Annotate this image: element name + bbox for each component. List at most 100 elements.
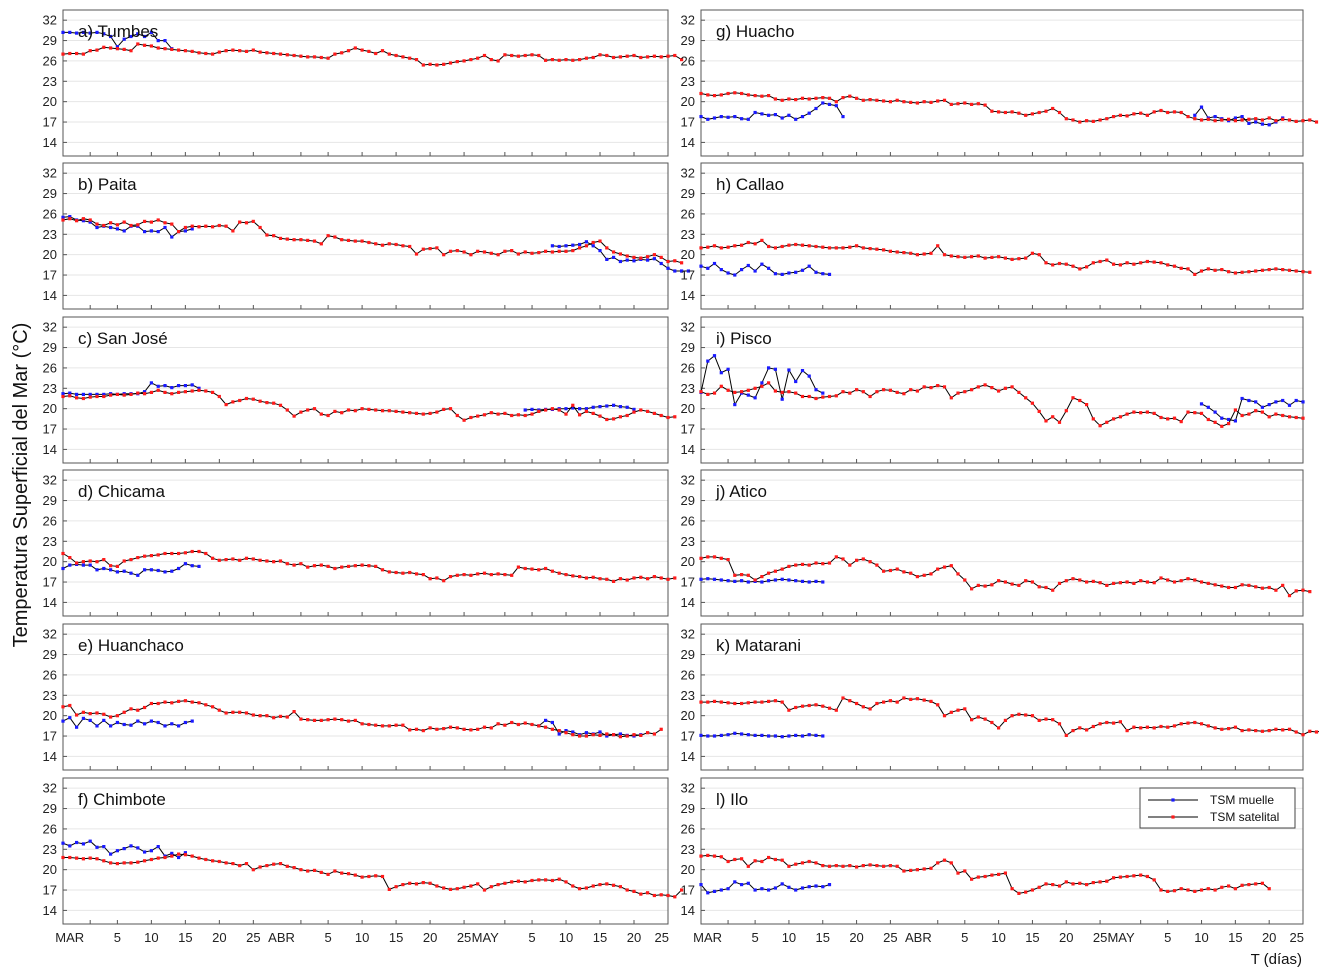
ytick-b-3: 23 (43, 227, 57, 242)
legend-label-1: TSM satelital (1210, 810, 1279, 824)
data-point-e-2-13 (149, 701, 153, 706)
data-point-e-1-5 (571, 730, 575, 734)
data-point-e-0-6 (102, 718, 106, 722)
data-point-k-1-21 (841, 696, 845, 700)
ytick-e-1: 29 (43, 647, 57, 662)
panel-title-l: l) Ilo (716, 790, 748, 809)
data-point-g-2-13 (787, 97, 791, 101)
data-point-g-2-29 (895, 98, 899, 102)
data-point-d-1-20 (197, 549, 201, 554)
data-point-a-1-76 (578, 58, 582, 62)
data-point-e-2-38 (319, 718, 323, 722)
data-point-l-1-57 (1085, 883, 1089, 887)
data-point-c-2-89 (666, 415, 670, 420)
data-point-b-2-32 (278, 236, 283, 240)
data-point-c-2-8 (115, 392, 119, 396)
data-point-h-1-44 (997, 255, 1001, 259)
data-point-g-2-11 (773, 97, 777, 101)
data-point-h-1-90 (1308, 270, 1312, 274)
data-point-c-1-15 (625, 405, 629, 409)
data-point-i-1-6 (1240, 396, 1244, 401)
data-point-e-0-0 (61, 719, 65, 723)
data-point-e-2-5 (95, 711, 99, 715)
data-point-k-1-28 (888, 699, 892, 703)
data-point-c-2-88 (659, 413, 663, 418)
data-point-g-1-8 (1247, 121, 1251, 125)
data-point-c-0-3 (81, 392, 85, 396)
data-point-a-1-42 (346, 49, 351, 53)
data-point-a-0-3 (81, 30, 85, 34)
data-point-l-1-74 (1199, 888, 1204, 892)
data-point-f-1-45 (367, 874, 371, 879)
data-point-a-1-9 (122, 47, 126, 51)
data-point-k-1-62 (1118, 720, 1122, 724)
ytick-l-4: 20 (681, 862, 695, 877)
data-point-i-0-12 (780, 397, 784, 401)
data-point-k-1-80 (1240, 729, 1244, 733)
ytick-g-2: 26 (681, 53, 695, 68)
data-point-f-0-11 (136, 846, 140, 850)
data-point-g-2-39 (963, 101, 967, 105)
data-point-d-1-37 (312, 564, 317, 568)
data-point-g-2-22 (848, 94, 852, 98)
ytick-d-1: 29 (43, 493, 57, 508)
xtick-f-13: 5 (528, 930, 535, 945)
data-point-j-1-9 (760, 575, 764, 579)
data-point-i-2-4 (726, 388, 730, 392)
data-point-f-1-18 (183, 853, 187, 857)
data-point-j-1-64 (1132, 581, 1136, 585)
data-point-k-1-38 (956, 708, 960, 712)
data-point-b-0-8 (115, 227, 119, 231)
data-point-c-1-14 (618, 405, 622, 409)
data-point-i-2-77 (1220, 424, 1224, 428)
data-point-e-2-54 (428, 726, 432, 730)
data-point-g-2-6 (740, 91, 744, 96)
data-point-h-1-74 (1199, 269, 1204, 273)
data-point-b-2-16 (170, 222, 174, 226)
panel-title-h: h) Callao (716, 175, 784, 194)
data-point-j-1-55 (1071, 577, 1075, 581)
data-point-a-1-5 (95, 48, 99, 52)
data-point-g-2-63 (1125, 114, 1129, 118)
data-point-b-2-13 (149, 220, 153, 224)
data-point-b-1-2 (564, 244, 568, 248)
data-point-h-0-3 (719, 268, 723, 272)
data-point-e-2-29 (258, 714, 262, 718)
data-point-c-2-64 (496, 412, 500, 416)
data-point-i-2-61 (1112, 417, 1116, 421)
data-point-f-1-60 (469, 884, 473, 888)
data-point-d-1-83 (625, 578, 629, 582)
data-point-k-1-91 (1314, 730, 1319, 734)
xtick-l-10: 20 (1059, 930, 1073, 945)
data-point-d-0-14 (156, 568, 160, 573)
data-point-e-2-72 (550, 727, 554, 731)
data-point-a-1-64 (496, 59, 500, 63)
data-point-d-1-40 (333, 566, 337, 571)
data-point-g-2-19 (827, 96, 832, 100)
data-point-b-2-44 (360, 239, 364, 243)
data-point-g-0-20 (834, 104, 838, 108)
data-point-g-2-59 (1098, 118, 1102, 122)
data-point-l-0-15 (800, 886, 805, 890)
data-point-c-0-19 (190, 383, 194, 387)
data-point-e-2-61 (476, 727, 480, 731)
panel-title-c: c) San José (78, 329, 168, 348)
data-point-e-2-1 (68, 703, 72, 708)
data-point-h-1-24 (861, 246, 865, 250)
data-point-b-2-75 (571, 249, 575, 253)
data-point-k-1-23 (855, 701, 859, 706)
data-point-c-2-34 (292, 414, 296, 418)
data-point-e-2-64 (496, 722, 500, 726)
data-point-a-1-60 (469, 58, 473, 62)
xtick-f-16: 20 (627, 930, 641, 945)
data-point-f-0-16 (170, 851, 174, 855)
data-point-c-0-18 (183, 384, 187, 388)
data-point-b-2-90 (673, 259, 677, 263)
data-point-f-1-15 (163, 855, 167, 860)
data-point-e-2-36 (306, 718, 310, 722)
data-point-j-1-53 (1057, 581, 1062, 585)
data-point-a-1-56 (442, 62, 446, 66)
data-point-c-2-15 (163, 390, 167, 394)
data-point-b-2-23 (217, 223, 221, 228)
